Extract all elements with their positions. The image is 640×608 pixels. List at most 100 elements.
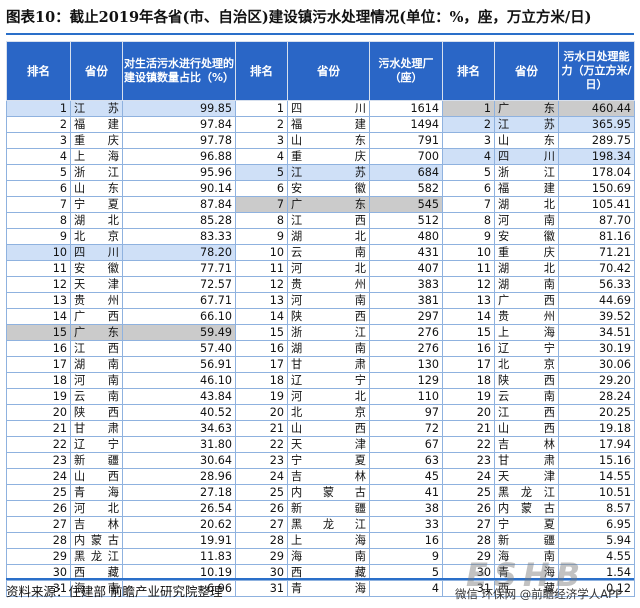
province-cell: 青海 (287, 580, 370, 597)
value-cell: 87.70 (558, 212, 635, 229)
province-name: 江西 (498, 406, 555, 419)
value-cell: 43.84 (122, 388, 236, 405)
value-cell: 33 (369, 516, 443, 533)
value-cell: 480 (369, 228, 443, 245)
header-rank-3: 排名 (442, 41, 495, 101)
table-row: 13 贵州 67.71 13 河南 381 13 广西 44.69 (6, 292, 635, 309)
province-name: 天津 (498, 470, 555, 483)
table-row: 23 新疆 30.64 23 宁夏 63 23 甘肃 15.16 (6, 452, 635, 469)
province-name: 宁夏 (74, 198, 119, 211)
table-row: 28 内蒙古 19.91 28 上海 16 28 新疆 5.94 (6, 532, 635, 549)
province-cell: 内蒙古 (494, 500, 559, 517)
province-cell: 河北 (287, 388, 370, 405)
value-cell: 431 (369, 244, 443, 261)
province-cell: 湖南 (494, 276, 559, 293)
province-name: 内蒙古 (291, 486, 366, 499)
province-cell: 青海 (70, 484, 123, 501)
province-name: 湖北 (291, 230, 366, 243)
table-row: 10 四川 78.20 10 云南 431 10 重庆 71.21 (6, 244, 635, 261)
province-name: 湖南 (74, 358, 119, 371)
province-cell: 福建 (70, 116, 123, 133)
province-name: 黑龙江 (291, 518, 366, 531)
province-cell: 陕西 (70, 404, 123, 421)
province-cell: 新疆 (494, 532, 559, 549)
province-name: 湖北 (498, 198, 555, 211)
value-cell: 39.52 (558, 308, 635, 325)
province-name: 山东 (498, 134, 555, 147)
value-cell: 276 (369, 324, 443, 341)
province-name: 贵州 (498, 310, 555, 323)
value-cell: 365.95 (558, 116, 635, 133)
province-name: 上海 (74, 150, 119, 163)
value-cell: 512 (369, 212, 443, 229)
province-cell: 四川 (494, 148, 559, 165)
table-row: 6 山东 90.14 6 安徽 582 6 福建 150.69 (6, 180, 635, 197)
table-row: 19 云南 43.84 19 河北 110 19 云南 28.24 (6, 388, 635, 405)
value-cell: 99.85 (122, 100, 236, 117)
rank-cell: 10 (6, 244, 71, 261)
province-cell: 甘肃 (70, 420, 123, 437)
rank-cell: 27 (6, 516, 71, 533)
value-cell: 27.18 (122, 484, 236, 501)
province-name: 黑龙江 (498, 486, 555, 499)
value-cell: 34.51 (558, 324, 635, 341)
province-cell: 吉林 (287, 468, 370, 485)
province-name: 安徽 (74, 262, 119, 275)
province-cell: 宁夏 (287, 452, 370, 469)
province-cell: 陕西 (287, 308, 370, 325)
province-name: 甘肃 (74, 422, 119, 435)
province-name: 江苏 (74, 102, 119, 115)
province-name: 江苏 (498, 118, 555, 131)
table-row: 8 湖北 85.28 8 江西 512 8 河南 87.70 (6, 212, 635, 229)
value-cell: 85.28 (122, 212, 236, 229)
province-name: 西藏 (498, 582, 555, 595)
province-name: 辽宁 (74, 438, 119, 451)
province-name: 河北 (291, 262, 366, 275)
province-cell: 四川 (287, 100, 370, 117)
rank-cell: 3 (442, 132, 495, 149)
province-cell: 贵州 (287, 276, 370, 293)
province-cell: 河南 (494, 212, 559, 229)
province-name: 宁夏 (291, 454, 366, 467)
value-cell: 110 (369, 388, 443, 405)
value-cell: 19.18 (558, 420, 635, 437)
title-rule (6, 33, 634, 35)
rank-cell: 19 (6, 388, 71, 405)
value-cell: 97.84 (122, 116, 236, 133)
province-cell: 浙江 (70, 164, 123, 181)
province-cell: 云南 (494, 388, 559, 405)
province-cell: 福建 (494, 180, 559, 197)
rank-cell: 23 (235, 452, 288, 469)
province-name: 云南 (498, 390, 555, 403)
province-cell: 安徽 (287, 180, 370, 197)
value-cell: 14.55 (558, 468, 635, 485)
rank-cell: 5 (6, 164, 71, 181)
province-name: 广西 (498, 294, 555, 307)
rank-cell: 6 (235, 180, 288, 197)
rank-cell: 24 (6, 468, 71, 485)
rank-cell: 14 (235, 308, 288, 325)
source-note: 资料来源：住建部 前瞻产业研究院整理 (6, 584, 223, 599)
table-row: 9 北京 83.33 9 湖北 480 9 安徽 81.16 (6, 228, 635, 245)
rank-cell: 21 (235, 420, 288, 437)
value-cell: 30.64 (122, 452, 236, 469)
province-name: 新疆 (74, 454, 119, 467)
header-rank-1: 排名 (6, 41, 71, 101)
province-name: 河南 (74, 374, 119, 387)
province-name: 贵州 (291, 278, 366, 291)
province-name: 甘肃 (498, 454, 555, 467)
rank-cell: 3 (6, 132, 71, 149)
value-cell: 77.71 (122, 260, 236, 277)
rank-cell: 23 (442, 452, 495, 469)
rank-cell: 24 (235, 468, 288, 485)
rank-cell: 5 (442, 164, 495, 181)
header-province-3: 省份 (494, 41, 559, 101)
province-name: 湖北 (498, 262, 555, 275)
province-name: 陕西 (498, 374, 555, 387)
province-cell: 北京 (70, 228, 123, 245)
province-name: 宁夏 (498, 518, 555, 531)
value-cell: 72 (369, 420, 443, 437)
province-name: 上海 (498, 326, 555, 339)
province-name: 天津 (74, 278, 119, 291)
value-cell: 17.94 (558, 436, 635, 453)
